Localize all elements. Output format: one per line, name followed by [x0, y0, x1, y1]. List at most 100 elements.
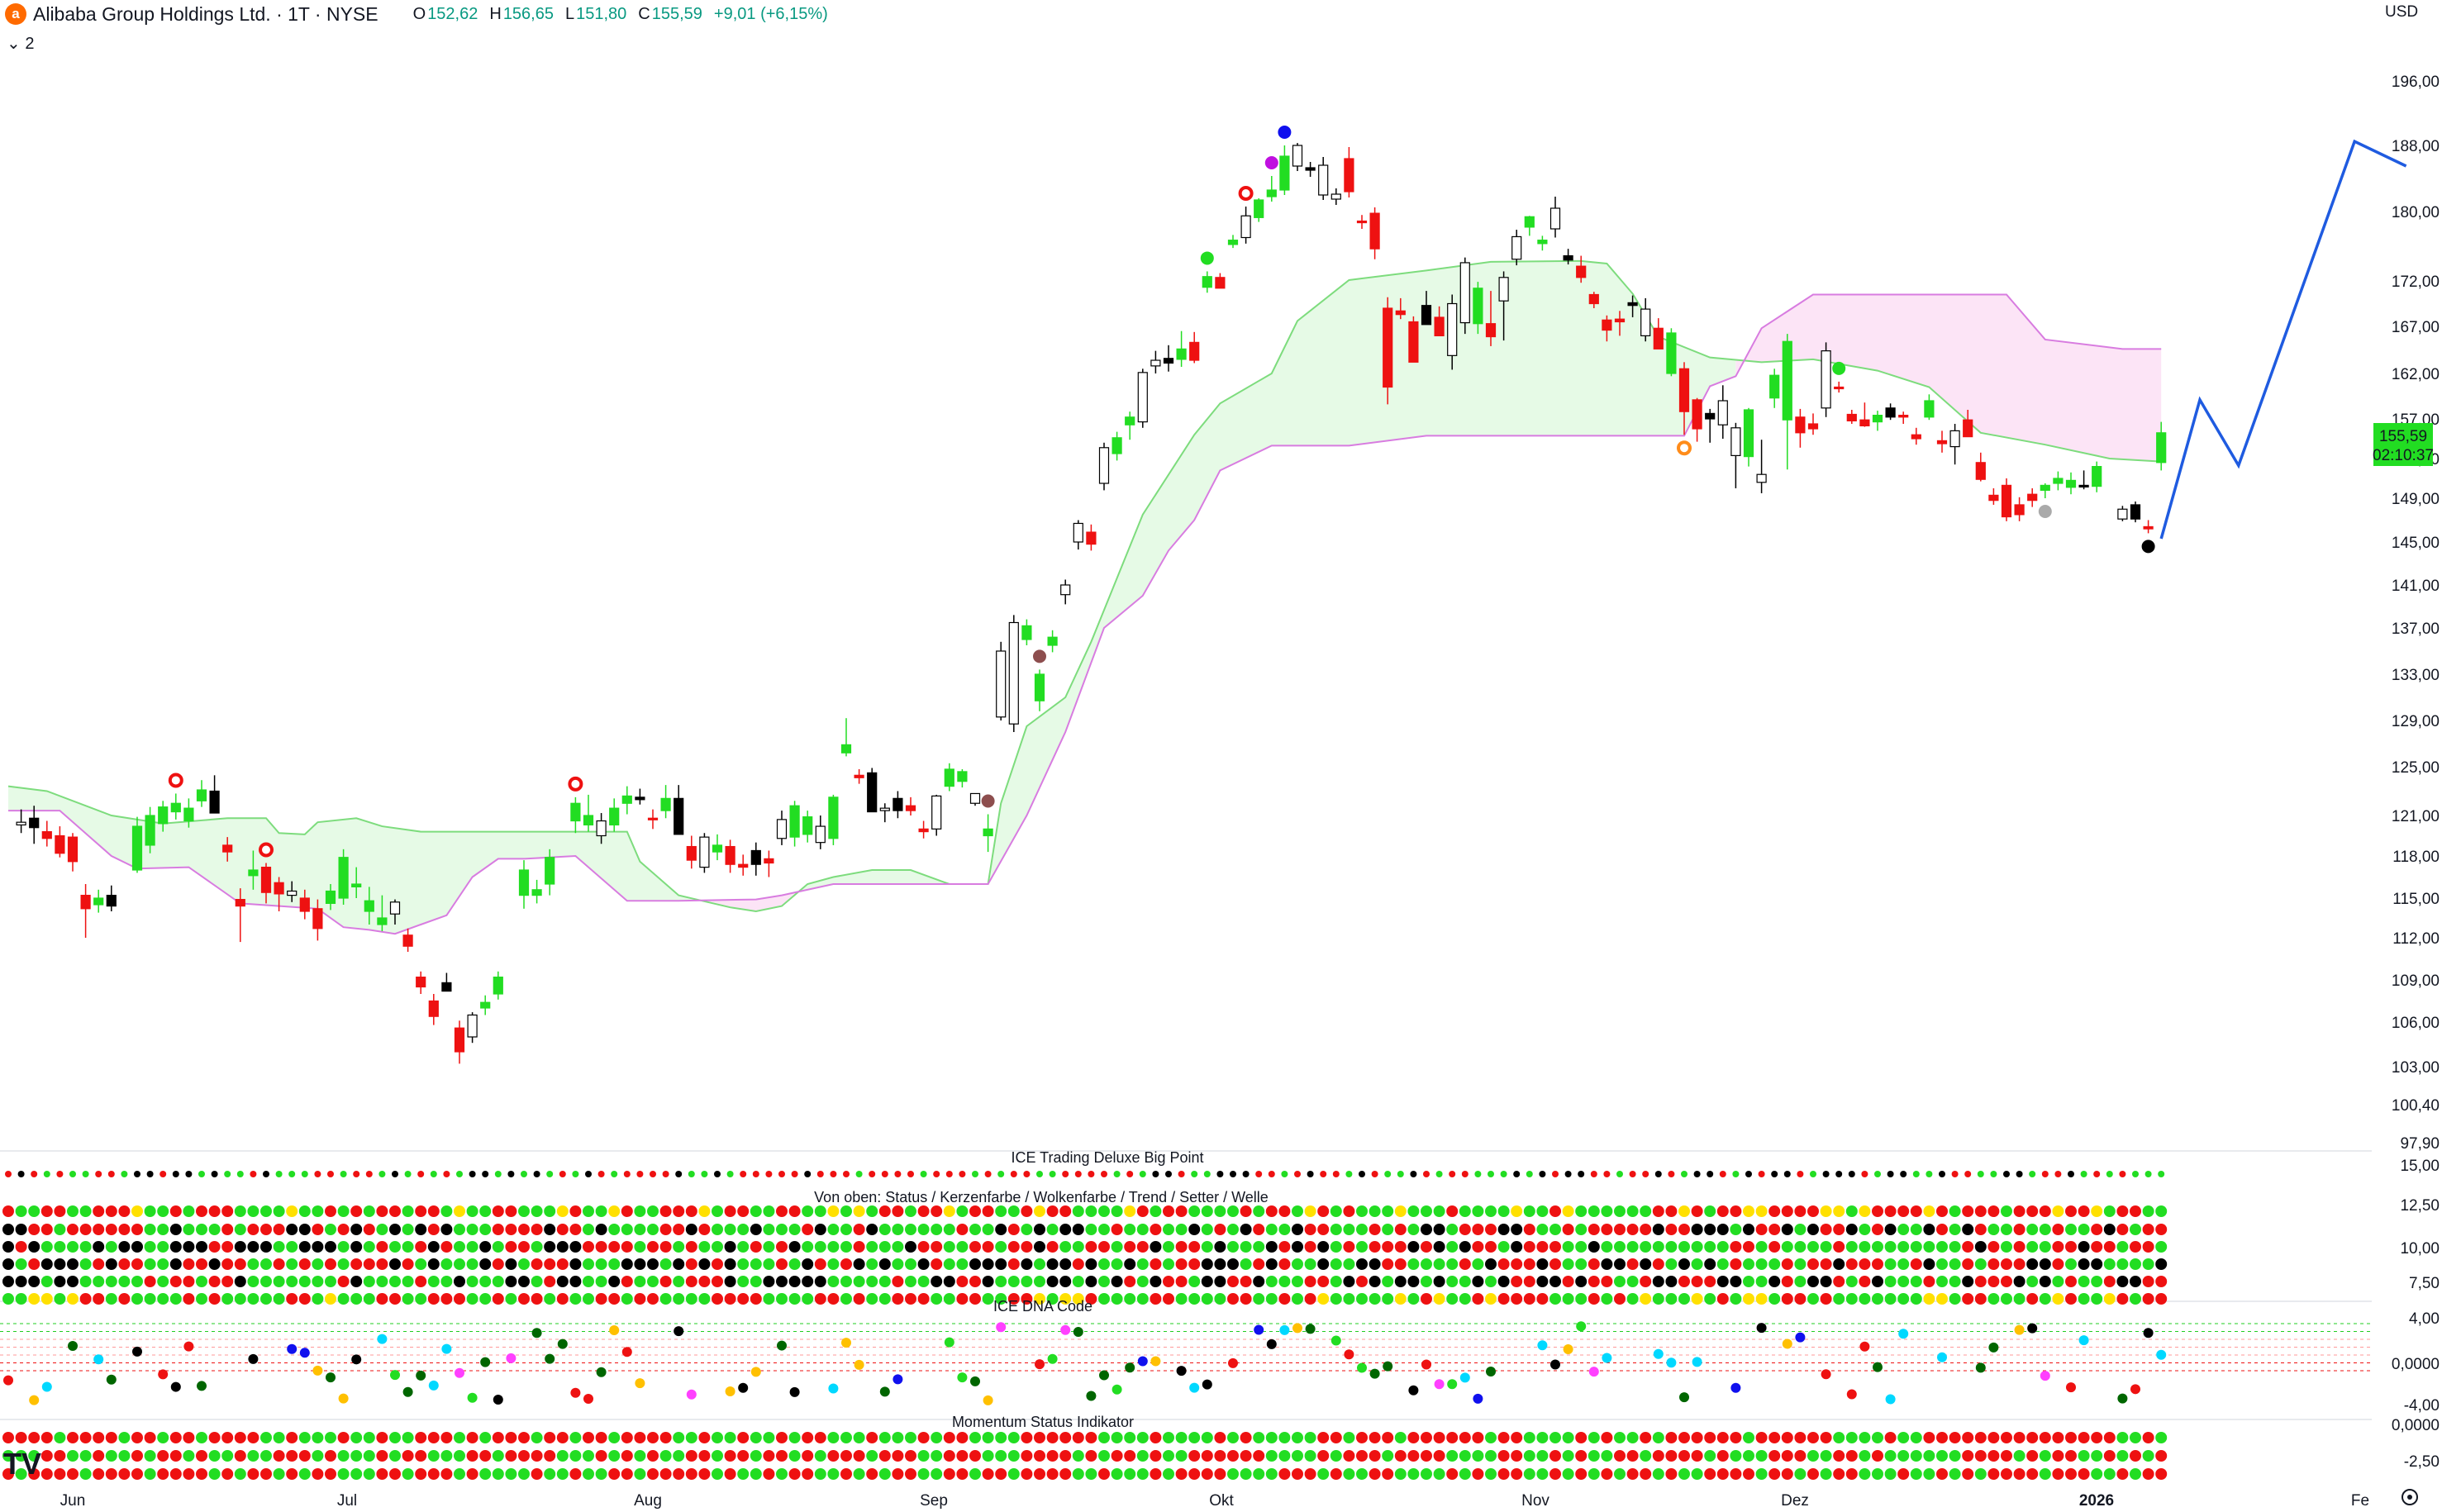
status-row-dot — [247, 1224, 259, 1235]
status-row-dot — [2065, 1205, 2077, 1217]
status-row-dot — [15, 1258, 27, 1270]
status-row-dot — [943, 1258, 955, 1270]
dna-dot — [183, 1341, 194, 1352]
status-row-dot — [1575, 1205, 1588, 1217]
status-row-dot — [1446, 1241, 1459, 1253]
status-row-dot — [1923, 1241, 1935, 1253]
status-row-dot — [402, 1205, 414, 1217]
status-row-dot — [1626, 1276, 1639, 1287]
status-row-dot — [1872, 1241, 1883, 1253]
candle-body — [1678, 368, 1690, 412]
status-row-dot — [814, 1276, 826, 1287]
candle-body — [1305, 167, 1316, 171]
status-row-dot — [750, 1241, 762, 1253]
status-row-dot — [1614, 1205, 1626, 1217]
candle-body — [2092, 465, 2102, 487]
currency-button[interactable]: USD — [2385, 3, 2419, 21]
status-row-dot — [208, 1276, 221, 1287]
status-row-dot — [28, 1241, 40, 1253]
candle-body — [712, 844, 723, 853]
momentum-dot — [840, 1468, 852, 1480]
symbol-title[interactable]: Alibaba Group Holdings Ltd. · 1T · NYSE — [33, 2, 378, 25]
status-row-dot — [1704, 1224, 1716, 1235]
status-row-dot — [1472, 1276, 1484, 1287]
status-row-dot — [440, 1224, 453, 1235]
momentum-dot — [878, 1432, 891, 1443]
momentum-dot — [544, 1432, 556, 1443]
big-point-dot — [1526, 1171, 1533, 1177]
momentum-dot — [440, 1432, 453, 1443]
momentum-dot — [1652, 1468, 1664, 1480]
settings-gear-icon[interactable] — [2402, 1489, 2418, 1505]
status-row-dot — [1743, 1293, 1754, 1305]
status-row-dot — [1304, 1224, 1316, 1235]
status-row-dot — [1614, 1258, 1626, 1270]
big-point-dot — [2068, 1171, 2074, 1177]
dna-dot — [1653, 1348, 1664, 1359]
momentum-dot — [1974, 1468, 1987, 1480]
momentum-dot — [1511, 1468, 1523, 1480]
momentum-dot — [1343, 1450, 1355, 1462]
momentum-dot — [1755, 1432, 1768, 1443]
momentum-dot — [1021, 1450, 1033, 1462]
status-row-dot — [1085, 1205, 1097, 1217]
status-row-dot — [105, 1276, 117, 1287]
status-row-dot — [853, 1241, 865, 1253]
dna-dot — [1086, 1391, 1097, 1401]
status-row-dot — [917, 1258, 930, 1270]
momentum-dot — [1446, 1468, 1459, 1480]
big-point-dot — [456, 1171, 463, 1177]
status-row-dot — [840, 1293, 852, 1305]
status-row-dot — [1292, 1241, 1303, 1253]
status-row-dot — [234, 1293, 246, 1305]
status-row-dot — [2142, 1205, 2154, 1217]
candle — [1189, 331, 1200, 364]
status-row-dot — [1845, 1276, 1858, 1287]
status-row-dot — [1136, 1293, 1149, 1305]
status-row-dot — [931, 1205, 943, 1217]
status-row-dot — [1562, 1205, 1574, 1217]
status-row-dot — [763, 1224, 775, 1235]
momentum-dot — [866, 1450, 878, 1462]
status-row-dot — [1240, 1258, 1252, 1270]
status-row-dot — [505, 1241, 517, 1253]
price-axis[interactable]: 196,00188,00180,00172,00167,00162,00157,… — [2392, 74, 2440, 1153]
candle-body — [1563, 254, 1573, 261]
candle-body — [1008, 621, 1019, 725]
collapse-indicators-button[interactable]: ⌄ 2 — [7, 35, 35, 53]
status-row-dot — [144, 1205, 156, 1217]
status-row-dot — [79, 1224, 92, 1235]
momentum-dot — [1640, 1468, 1652, 1480]
status-row-dot — [827, 1258, 840, 1270]
status-row-dot — [492, 1258, 504, 1270]
status-row-dot — [492, 1276, 504, 1287]
status-row-dot — [2026, 1293, 2039, 1305]
candle — [158, 801, 169, 832]
status-row-dot — [440, 1293, 453, 1305]
momentum-dot — [2052, 1450, 2064, 1462]
dna-dot — [1795, 1332, 1806, 1343]
status-row-dot — [892, 1276, 904, 1287]
status-row-dot — [221, 1276, 234, 1287]
candle — [55, 826, 65, 858]
candle-body — [879, 807, 890, 811]
momentum-dot — [1330, 1468, 1342, 1480]
status-row-dot — [659, 1276, 672, 1287]
status-row-dot — [518, 1224, 530, 1235]
momentum-dot — [1859, 1432, 1871, 1443]
status-row-dot — [1987, 1224, 2000, 1235]
status-row-dot — [905, 1258, 916, 1270]
candle — [1988, 488, 1999, 505]
momentum-dot — [892, 1468, 904, 1480]
time-axis[interactable]: Jun Jul Aug Sep Okt Nov Dez 2026 Fe — [60, 1492, 2369, 1510]
dna-dot — [879, 1386, 890, 1397]
momentum-dot — [827, 1432, 840, 1443]
momentum-dot — [2116, 1432, 2129, 1443]
status-row-dot — [1974, 1293, 1987, 1305]
momentum-dot — [2155, 1468, 2168, 1480]
status-row-dot — [2001, 1293, 2012, 1305]
status-row-dot — [15, 1293, 27, 1305]
momentum-dot — [2065, 1432, 2077, 1443]
candle-body — [1576, 265, 1587, 278]
